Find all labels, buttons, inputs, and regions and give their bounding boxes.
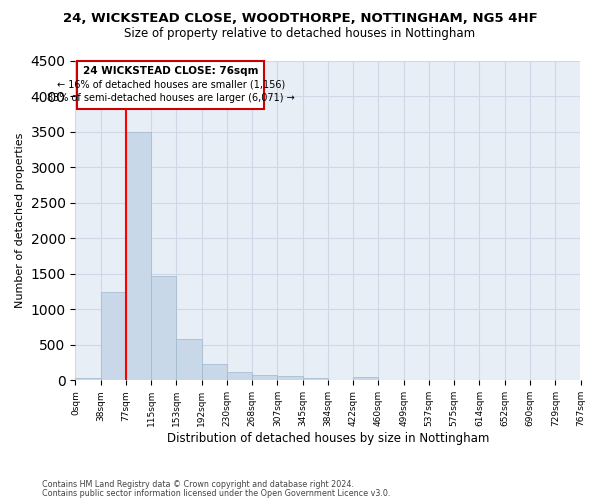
- Bar: [101, 292, 126, 380]
- Y-axis label: Number of detached properties: Number of detached properties: [15, 132, 25, 308]
- Bar: [302, 378, 328, 380]
- Text: 24 WICKSTEAD CLOSE: 76sqm: 24 WICKSTEAD CLOSE: 76sqm: [83, 66, 259, 76]
- FancyBboxPatch shape: [77, 60, 265, 109]
- Text: Contains HM Land Registry data © Crown copyright and database right 2024.: Contains HM Land Registry data © Crown c…: [42, 480, 354, 489]
- Bar: [202, 364, 227, 380]
- Bar: [151, 276, 176, 380]
- Text: 83% of semi-detached houses are larger (6,071) →: 83% of semi-detached houses are larger (…: [47, 93, 295, 103]
- Bar: [252, 374, 277, 380]
- Text: Size of property relative to detached houses in Nottingham: Size of property relative to detached ho…: [124, 28, 476, 40]
- Bar: [353, 377, 379, 380]
- Text: Contains public sector information licensed under the Open Government Licence v3: Contains public sector information licen…: [42, 489, 391, 498]
- Bar: [126, 132, 151, 380]
- Bar: [176, 339, 202, 380]
- Bar: [76, 378, 101, 380]
- X-axis label: Distribution of detached houses by size in Nottingham: Distribution of detached houses by size …: [167, 432, 489, 445]
- Bar: [227, 372, 252, 380]
- Text: 24, WICKSTEAD CLOSE, WOODTHORPE, NOTTINGHAM, NG5 4HF: 24, WICKSTEAD CLOSE, WOODTHORPE, NOTTING…: [62, 12, 538, 26]
- Bar: [277, 376, 302, 380]
- Text: ← 16% of detached houses are smaller (1,156): ← 16% of detached houses are smaller (1,…: [57, 80, 285, 90]
